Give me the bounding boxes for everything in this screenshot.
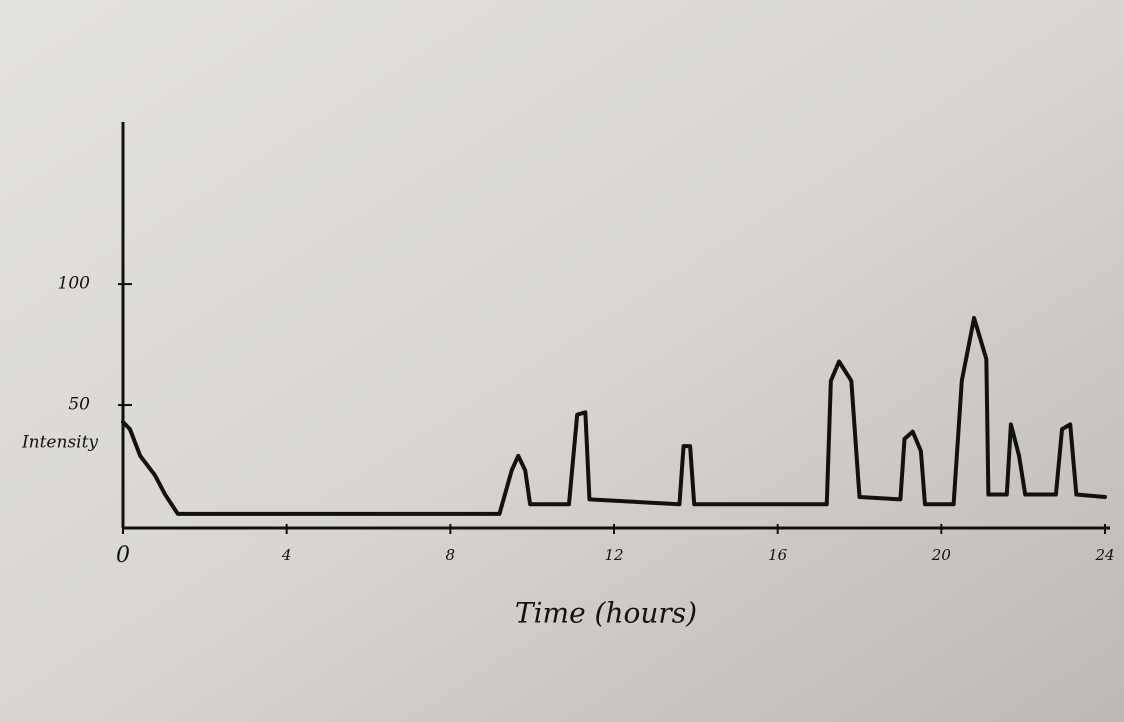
x-tick-label: 20	[931, 546, 952, 564]
x-tick-label: 12	[604, 546, 623, 564]
chart: Intensity Time (hours) 0 4 8 12 16 20 24 50 100	[0, 0, 1124, 722]
x-tick-label: 4	[281, 546, 292, 564]
x-tick-label: 0	[116, 543, 130, 568]
y-tick-label: 50	[68, 395, 90, 415]
x-tick-label: 8	[446, 546, 456, 564]
x-tick-label: 16	[768, 546, 788, 564]
y-axis-label: Intensity	[21, 433, 98, 453]
x-axis-label: Time (hours)	[515, 597, 697, 630]
x-tick-label: 24	[1094, 546, 1114, 564]
page: Intensity Time (hours) 0481216202450100 …	[0, 0, 1124, 722]
y-tick-label: 100	[58, 274, 91, 294]
